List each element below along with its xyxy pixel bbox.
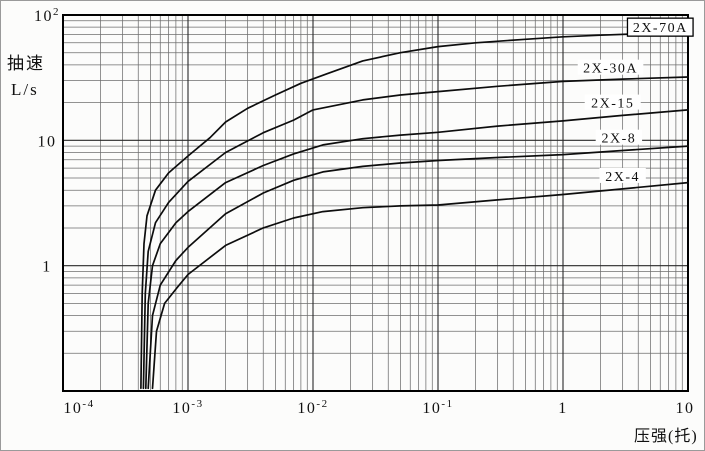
x-tick-label: 10 [676, 400, 695, 417]
x-tick-label: 10-2 [297, 398, 328, 417]
curve-2X-30A [142, 76, 689, 390]
y-tick-label: 1 [42, 259, 52, 276]
grid-layer [62, 14, 689, 392]
x-tick-label: 10-4 [63, 398, 94, 417]
curve-label-bg-2X-8 [595, 129, 643, 145]
curve-2X-15 [144, 109, 689, 390]
curve-2X-70A [140, 30, 689, 390]
curve-label-2X-8: 2X-8 [602, 132, 637, 147]
curve-label-box-2X-70A [626, 17, 694, 37]
curve-layer [140, 30, 689, 390]
curve-label-2X-70A: 2X-70A [633, 21, 688, 36]
plot-frame [62, 14, 689, 392]
curve-label-bg-2X-15 [584, 94, 641, 110]
curve-label-2X-30A: 2X-30A [583, 62, 638, 77]
curve-label-2X-4: 2X-4 [605, 170, 640, 185]
x-tick-label: 1 [558, 400, 568, 417]
curve-label-layer: 2X-70A 2X-30A 2X-15 2X-8 2X-4 [577, 17, 694, 185]
x-tick-label: 10-3 [172, 398, 203, 417]
y-axis-title-line1: 抽速 [7, 54, 45, 73]
curve-2X-8 [147, 145, 689, 390]
x-tick-label: 10-1 [422, 398, 453, 417]
curve-label-bg-2X-4 [599, 167, 646, 183]
curve-label-bg-2X-30A [577, 59, 644, 75]
y-axis-title-line2: L/s [11, 80, 39, 99]
y-tick-label: 10 [38, 133, 57, 150]
curve-2X-4 [151, 181, 689, 390]
y-tick-label: 102 [34, 6, 60, 25]
x-axis-title: 压强(托) [634, 427, 698, 445]
curve-label-2X-15: 2X-15 [591, 97, 634, 112]
